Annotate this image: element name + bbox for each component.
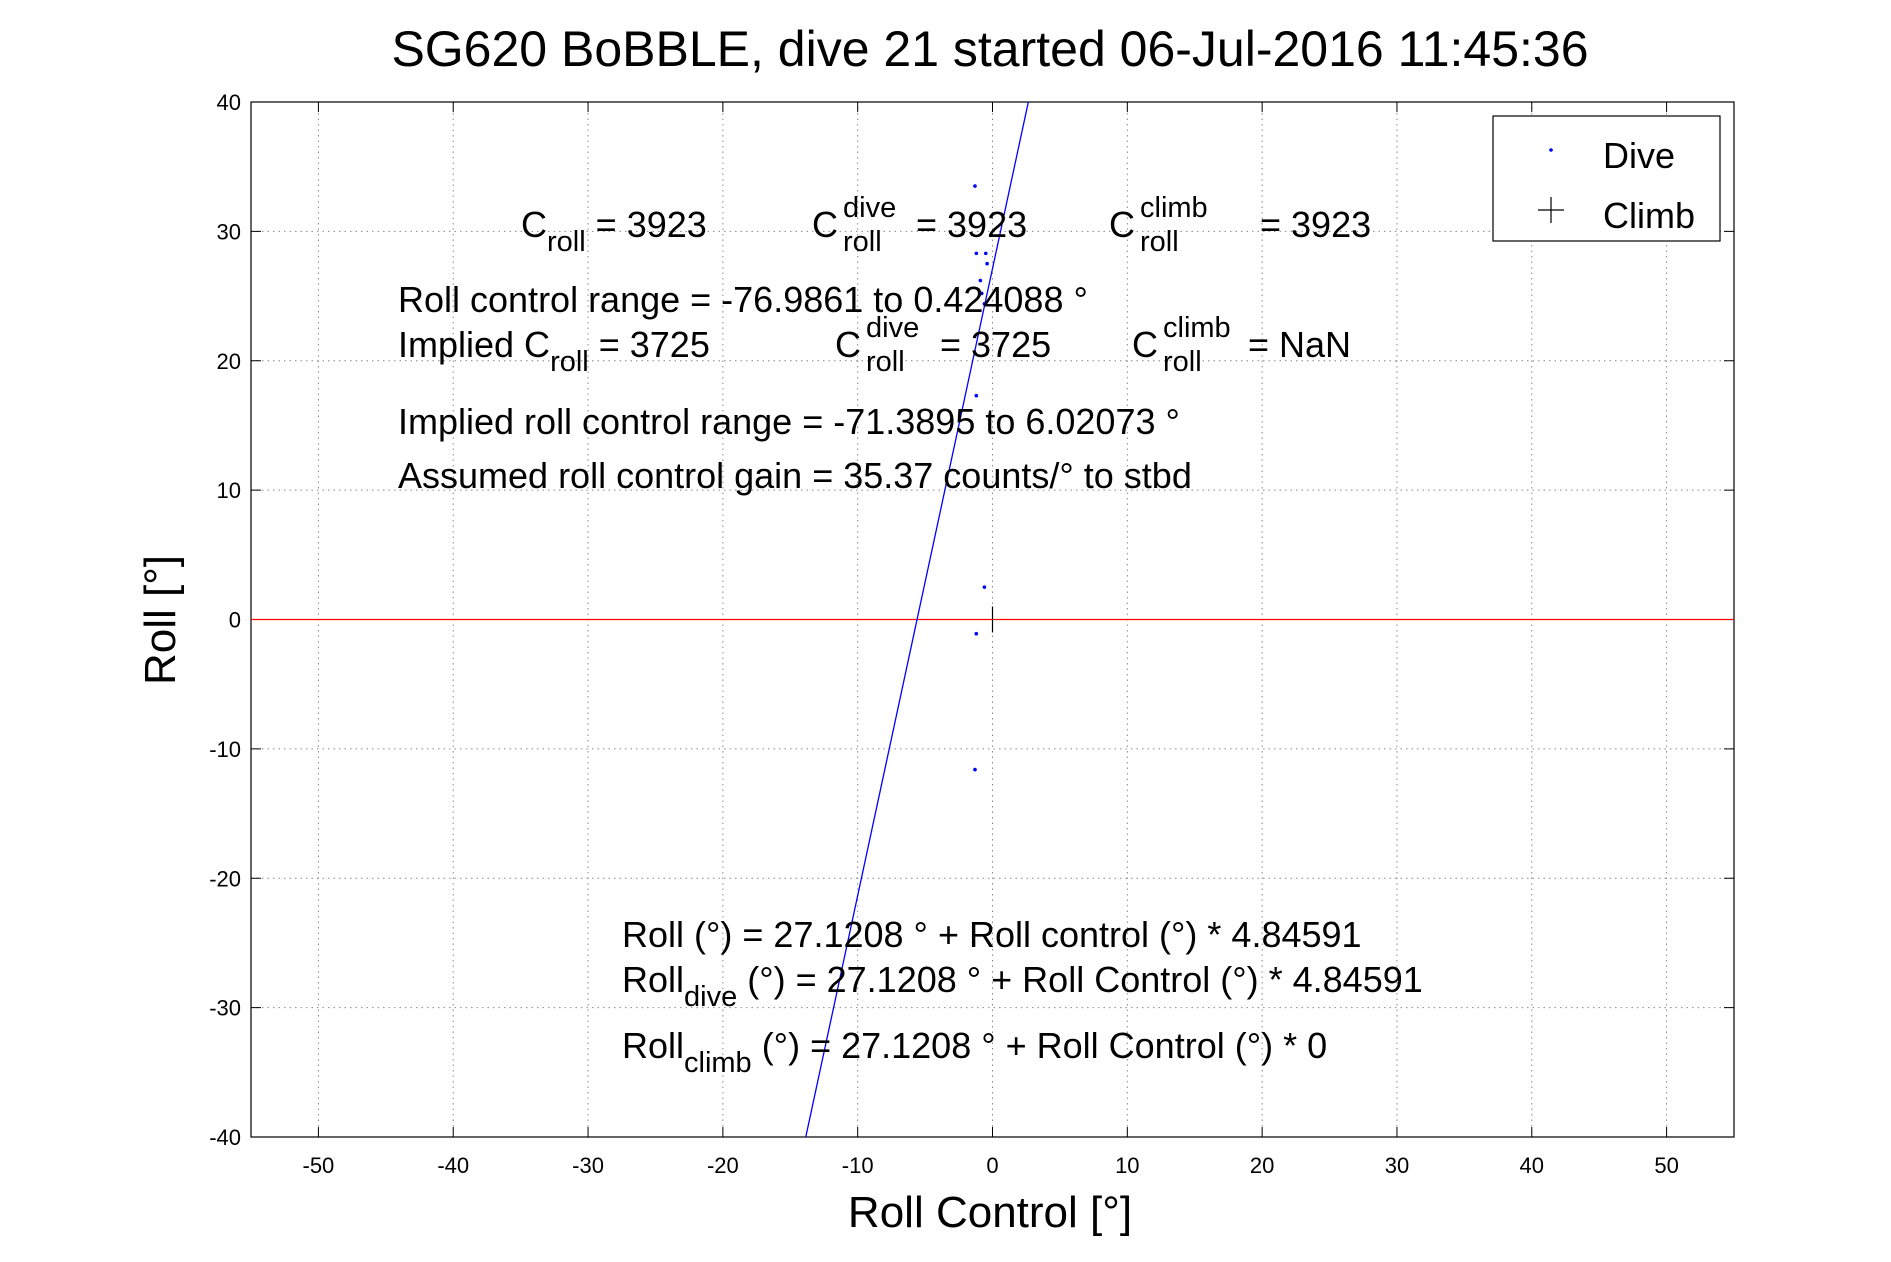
x-tick-label: 0 [986,1153,998,1178]
legend-box [1492,115,1721,242]
annotation-fit-climb: Rollclimb (°) = 27.1208 ° + Roll Control… [622,1025,1327,1079]
y-tick-label: 20 [217,349,241,374]
dive-point [973,767,977,772]
y-tick-label: 10 [217,478,241,503]
dive-point [974,631,979,636]
legend: Dive Climb [1492,115,1721,242]
annotation-c-roll: Croll = 3923 [521,204,707,258]
x-tick-label: -40 [437,1153,469,1178]
annotation-roll-range: Roll control range = -76.9861 to 0.42408… [398,279,1088,320]
legend-dive-label: Dive [1603,135,1675,176]
x-tick-label: 10 [1115,1153,1139,1178]
y-tick-label: 40 [217,90,241,115]
x-tick-label: 40 [1520,1153,1544,1178]
x-tick-label: -20 [707,1153,739,1178]
y-tick-label: -20 [209,866,241,891]
legend-climb-marker [1538,197,1564,223]
x-tick-label: -50 [303,1153,335,1178]
annotation-implied-c-roll: Implied Croll = 3725 [398,324,710,378]
x-tick-labels: -50 -40 -30 -20 -10 0 10 20 30 40 50 [303,1153,1679,1178]
annotation-implied-range: Implied roll control range = -71.3895 to… [398,401,1180,442]
dive-point [978,278,983,283]
y-tick-label: -30 [209,996,241,1021]
plot-area [251,101,1734,1138]
dive-point [973,184,977,188]
dive-point [983,251,988,256]
y-tick-label: 30 [217,219,241,244]
fit-line [805,101,1029,1138]
x-tick-label: -30 [572,1153,604,1178]
y-tick-label: -10 [209,737,241,762]
legend-climb-label: Climb [1603,195,1695,236]
dive-point [974,251,979,256]
y-axis-label: Roll [°] [136,555,185,685]
legend-dive-marker [1549,148,1553,152]
annotation-fit-all: Roll (°) = 27.1208 ° + Roll control (°) … [622,914,1362,955]
x-tick-label: 20 [1250,1153,1274,1178]
x-tick-label: 50 [1654,1153,1678,1178]
annotation-fit-dive: Rolldive (°) = 27.1208 ° + Roll Control … [622,959,1423,1013]
y-tick-labels: -40 -30 -20 -10 0 10 20 30 40 [209,90,241,1150]
x-tick-label: -10 [842,1153,874,1178]
y-tick-label: 0 [229,608,241,633]
annotation-gain: Assumed roll control gain = 35.37 counts… [398,455,1192,496]
dive-point [985,261,989,266]
dive-point [982,302,987,306]
x-tick-label: 30 [1385,1153,1409,1178]
x-axis-label: Roll Control [°] [848,1188,1132,1237]
dive-point [982,585,987,589]
dive-point [979,291,984,296]
y-tick-label: -40 [209,1125,241,1150]
chart-title: SG620 BoBBLE, dive 21 started 06-Jul-201… [391,21,1588,77]
dive-points [973,184,989,772]
dive-point [974,393,979,398]
